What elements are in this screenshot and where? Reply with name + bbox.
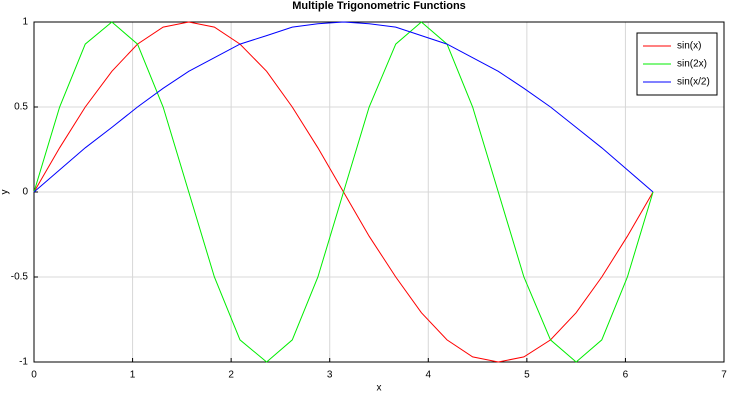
x-tick-label: 1 <box>130 370 136 381</box>
x-tick-label: 0 <box>31 370 37 381</box>
y-tick-label: 0.5 <box>14 102 28 113</box>
x-tick-label: 7 <box>721 370 727 381</box>
x-tick-label: 5 <box>524 370 530 381</box>
y-tick-label: -0.5 <box>11 272 29 283</box>
x-axis-label: x <box>377 383 382 394</box>
x-tick-label: 3 <box>327 370 333 381</box>
series-line <box>33 21 654 193</box>
legend-label: sin(x) <box>677 41 701 52</box>
y-axis-label: y <box>0 190 11 195</box>
y-tick-label: -1 <box>19 357 28 368</box>
series-line <box>33 21 654 363</box>
x-tick-label: 4 <box>426 370 432 381</box>
y-tick-label: 1 <box>22 17 28 28</box>
legend-label: sin(2x) <box>677 59 707 70</box>
x-tick-label: 2 <box>228 370 234 381</box>
chart-title: Multiple Trigonometric Functions <box>292 0 466 12</box>
legend-label: sin(x/2) <box>677 77 710 88</box>
y-tick-label: 0 <box>22 187 28 198</box>
x-tick-label: 6 <box>623 370 629 381</box>
